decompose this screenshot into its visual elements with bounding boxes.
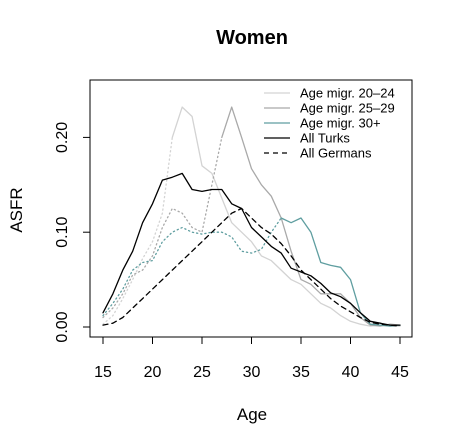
series-line-dashed <box>102 207 401 327</box>
legend-label: Age migr. 25–29 <box>300 101 395 116</box>
series-layer <box>102 106 401 327</box>
legend-entry: Age migr. 25–29 <box>264 101 395 116</box>
series-line-solid <box>221 106 401 327</box>
x-tick-label: 25 <box>193 364 211 381</box>
y-axis-label: ASFR <box>7 187 26 232</box>
x-axis-label: Age <box>237 405 267 424</box>
x-axis: 15 20 25 30 35 40 45 <box>94 336 409 381</box>
y-tick-label: 0.00 <box>54 311 71 342</box>
y-axis: 0.00 0.10 0.20 <box>54 122 91 343</box>
x-tick-label: 40 <box>342 364 360 381</box>
y-tick-label: 0.20 <box>54 122 71 153</box>
legend-label: All Germans <box>300 146 372 161</box>
legend-label: All Turks <box>300 131 350 146</box>
legend-entry: All Germans <box>264 146 372 161</box>
x-tick-label: 20 <box>144 364 162 381</box>
x-tick-label: 45 <box>391 364 409 381</box>
chart-title: Women <box>216 27 288 49</box>
legend-entry: All Turks <box>264 131 350 146</box>
series-age-migr-20-24 <box>102 106 401 327</box>
series-line-solid <box>102 172 401 326</box>
legend-label: Age migr. 20–24 <box>300 86 395 101</box>
series-line-dotted <box>102 136 223 319</box>
x-tick-label: 35 <box>292 364 310 381</box>
x-tick-label: 30 <box>243 364 261 381</box>
series-line-dotted <box>102 136 173 325</box>
series-all-turks <box>102 172 401 326</box>
series-age-migr-30 <box>102 217 401 327</box>
legend-label: Age migr. 30+ <box>300 116 381 131</box>
legend-entry: Age migr. 30+ <box>264 116 381 131</box>
x-tick-label: 15 <box>94 364 112 381</box>
legend-entry: Age migr. 20–24 <box>264 86 395 101</box>
series-all-germans <box>102 207 401 327</box>
series-line-solid <box>171 106 401 327</box>
series-line-solid <box>280 217 401 327</box>
series-line-dotted <box>102 217 282 317</box>
series-age-migr-25-29 <box>102 106 401 327</box>
y-tick-label: 0.10 <box>54 217 71 248</box>
